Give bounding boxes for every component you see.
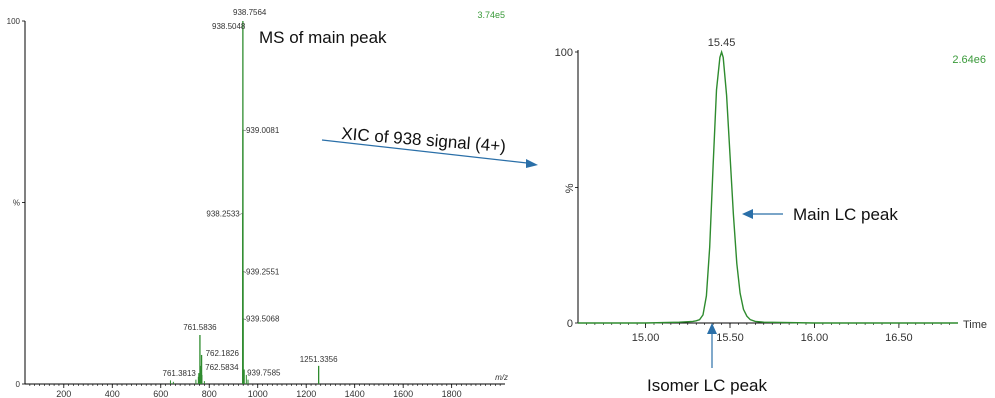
ms-y-tick-label: % [13,199,20,208]
ms-peak-label: 1251.3356 [300,355,338,364]
lc-intensity-label: 2.64e6 [952,54,986,66]
xic-arrow [321,139,538,168]
lc-y-tick-label: 100 [555,47,573,59]
lc-x-tick-label: 16.50 [885,332,913,344]
ms-x-tick-label: 1400 [345,389,365,398]
ms-peak-label: 938.5048 [212,22,246,31]
ms-peak-label: 761.5836 [183,323,217,332]
isomer-lc-arrow [707,323,717,368]
ms-peak-label: 939.2551 [246,267,280,276]
lc-y-tick-label: % [564,183,576,193]
ms-intensity-label: 3.74e5 [477,10,505,20]
ms-peak-label: 762.5834 [205,363,239,372]
ms-peak-label: 761.3813 [163,369,197,378]
ms-x-tick-label: 200 [56,389,71,398]
ms-peak-label: 939.7585 [247,368,281,377]
ms-y-tick-label: 0 [16,380,21,389]
ms-spectrum-panel: 200 400 600 800 1000 1200 1400 1600 1800 0% 100 m/z… [7,8,508,398]
ms-peak-label: 938.7564 [233,8,267,17]
ms-peak-leader [242,129,247,132]
lc-x-tick-label: 15.00 [632,332,660,344]
isomer-lc-annotation: Isomer LC peak [647,376,767,395]
lc-x-tick-label: 15.50 [716,332,744,344]
ms-peak-label: 762.1826 [206,349,240,358]
lc-trace [578,49,958,324]
ms-x-tick-label: 600 [153,389,168,398]
ms-peak-label: 939.5068 [246,315,280,324]
main-lc-arrow [742,209,783,219]
lc-apex-label: 15.45 [708,37,736,49]
ms-x-tick-label: 400 [105,389,120,398]
ms-peak-label: 938.2533 [206,209,240,218]
ms-peak-leader [239,213,243,215]
ms-x-tick-label: 1200 [296,389,316,398]
lc-chromatogram-panel: 15.00 15.50 16.00 16.50 0% 100 Time 2.64e6 15.45 [555,37,987,344]
ms-x-tick-label: 800 [202,389,217,398]
lc-x-axis-label: Time [963,319,987,331]
ms-x-tick-label: 1800 [442,389,462,398]
ms-y-tick-label: 100 [7,17,21,26]
ms-x-tick-label: 1000 [248,389,268,398]
ms-x-tick-label: 1600 [393,389,413,398]
ms-main-annotation: MS of main peak [259,28,387,47]
lc-y-tick-label: 0 [567,318,573,330]
ms-peak-leader [242,318,247,320]
main-lc-annotation: Main LC peak [793,205,898,224]
ms-x-axis-label: m/z [495,373,508,382]
ms-peak-leader [242,271,247,273]
ms-peak-label: 939.0081 [246,126,280,135]
lc-x-tick-label: 16.00 [801,332,829,344]
